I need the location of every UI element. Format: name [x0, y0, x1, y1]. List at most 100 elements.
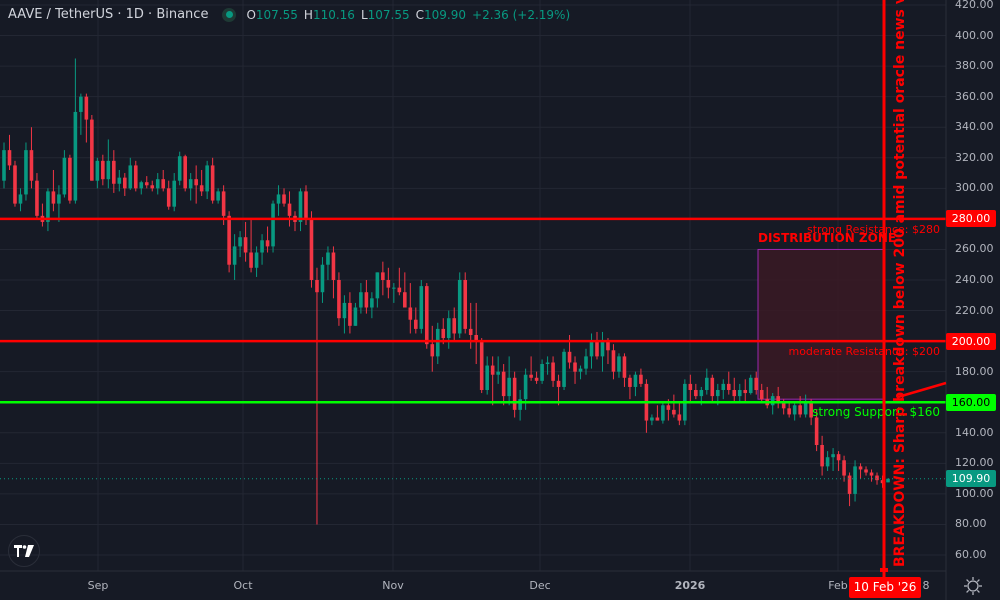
- price-tick-label: 340.00: [955, 120, 994, 134]
- candle-body: [699, 390, 704, 397]
- candle-body: [35, 180, 39, 216]
- price-tick-label: 400.00: [955, 28, 994, 42]
- candle-body: [639, 374, 643, 384]
- candle-body: [468, 328, 473, 335]
- distribution-zone-label: DISTRIBUTION ZONE: [758, 231, 896, 245]
- candle-body: [260, 240, 264, 253]
- candle-body: [90, 119, 94, 181]
- candle-body: [381, 272, 385, 280]
- candle-body: [424, 286, 429, 345]
- high-label: H: [303, 7, 313, 22]
- candle-body: [298, 191, 303, 222]
- distribution-zone-box: [757, 248, 884, 400]
- candle-body: [672, 409, 676, 415]
- tradingview-logo[interactable]: [8, 535, 40, 567]
- candle-body: [770, 396, 775, 406]
- candle-body: [622, 356, 627, 378]
- candle-body: [501, 371, 506, 397]
- candle-body: [798, 405, 802, 415]
- candle-body: [562, 351, 566, 387]
- time-tick-label: 2026: [674, 579, 706, 592]
- close-label: C: [415, 7, 425, 22]
- candle-body: [732, 390, 737, 397]
- time-tick-label: 8: [922, 579, 930, 592]
- candle-body: [721, 383, 726, 390]
- candle-body: [249, 252, 253, 268]
- price-tag: 109.90: [946, 470, 996, 488]
- candle-body: [858, 466, 863, 470]
- price-tick-label: 220.00: [955, 303, 994, 317]
- candle-body: [485, 365, 489, 390]
- candle-body: [309, 218, 314, 280]
- candle-body: [353, 307, 358, 326]
- candle-body: [128, 165, 133, 189]
- candle-body: [112, 160, 116, 184]
- candle-body: [748, 377, 753, 394]
- candle-body: [457, 280, 462, 334]
- candle-body: [348, 302, 352, 326]
- trend-line: [897, 381, 947, 399]
- candle-body: [435, 328, 440, 357]
- candle-body: [567, 351, 572, 363]
- candle-body: [446, 318, 451, 339]
- candle-body: [62, 157, 67, 195]
- candle-body: [57, 194, 61, 204]
- symbol-title[interactable]: AAVE / TetherUS · 1D · Binance: [8, 7, 209, 22]
- candle-body: [101, 160, 105, 180]
- candle-body: [177, 156, 182, 181]
- low-label: L: [360, 7, 368, 22]
- candle-body: [842, 460, 846, 476]
- candle-body: [710, 377, 715, 397]
- candle-body: [534, 377, 539, 381]
- candle-body: [474, 335, 478, 342]
- tv-logo-icon: [14, 545, 34, 557]
- candle-body: [853, 466, 857, 494]
- price-tick-label: 80.00: [955, 517, 987, 531]
- candle-body: [265, 240, 270, 247]
- candle-body: [24, 150, 28, 195]
- candle-body: [419, 286, 424, 329]
- candle-body: [46, 191, 50, 222]
- candle-body: [139, 182, 144, 189]
- price-tick-label: 260.00: [955, 242, 994, 256]
- candle-body: [166, 188, 171, 207]
- candle-body: [776, 396, 780, 403]
- candle-body: [886, 478, 890, 483]
- candle-body: [803, 402, 808, 415]
- moderate-resistance-label: moderate Resistance: $200: [788, 345, 940, 358]
- time-tick-label: Dec: [529, 579, 551, 592]
- distribution-zone: [757, 248, 884, 400]
- open-value: 107.55: [255, 7, 298, 22]
- candle-body: [210, 165, 215, 201]
- candle-body: [221, 191, 226, 216]
- candle-body: [133, 165, 138, 189]
- settings-gear-icon[interactable]: [963, 576, 983, 596]
- candle-body: [397, 287, 402, 293]
- price-tick-label: 100.00: [955, 486, 994, 500]
- candle-body: [726, 383, 731, 390]
- strong-resistance-label: strong Resistance: $280: [807, 223, 940, 236]
- crosshair-date-tag: 10 Feb '26: [849, 577, 921, 598]
- price-levels[interactable]: [0, 217, 946, 404]
- candle-body: [117, 177, 122, 184]
- time-tick-label: Sep: [87, 579, 109, 592]
- candle-body: [7, 150, 12, 166]
- candle-body: [95, 160, 100, 181]
- candle-body: [414, 319, 418, 329]
- price-tick-label: 120.00: [955, 456, 994, 470]
- candle-body: [606, 341, 610, 351]
- candle-body: [847, 475, 852, 494]
- candle-body: [408, 307, 413, 320]
- candle-body: [320, 264, 325, 293]
- candle-body: [737, 390, 742, 397]
- candle-body: [540, 364, 544, 381]
- candle-body: [864, 469, 868, 473]
- open-label: O: [246, 7, 256, 22]
- candle-body: [205, 165, 209, 192]
- candle-body: [715, 390, 720, 397]
- price-tick-label: 60.00: [955, 548, 987, 561]
- candle-body: [216, 191, 220, 201]
- candle-body: [820, 445, 824, 467]
